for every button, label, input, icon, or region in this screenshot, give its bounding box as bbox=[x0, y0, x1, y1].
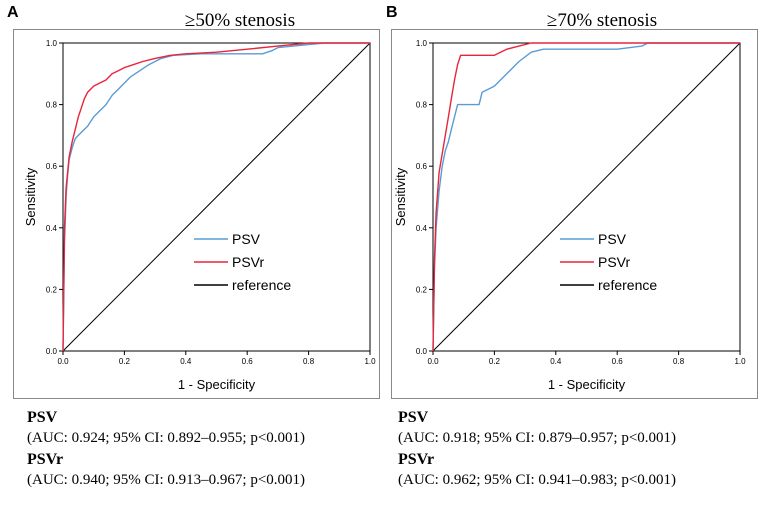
panel-b-series-psvr bbox=[432, 42, 740, 352]
panel-a-y-tick-label: 0.8 bbox=[46, 101, 58, 110]
panel-a-y-tick-label: 0.2 bbox=[46, 285, 58, 294]
panel-b-series-reference bbox=[432, 42, 741, 352]
panel-a-x-tick-label: 0.6 bbox=[242, 357, 254, 366]
panel-b-psvr-stats: (AUC: 0.962; 95% CI: 0.941–0.983; p<0.00… bbox=[398, 472, 677, 488]
panel-b-y-tick-label: 0.8 bbox=[416, 101, 428, 110]
panel-b-y-tick-label: 1.0 bbox=[416, 39, 428, 48]
panel-b-series-psv bbox=[432, 42, 740, 352]
panel-b-title: ≥70% stenosis bbox=[546, 10, 658, 31]
panel-b-letter: B bbox=[386, 4, 398, 21]
panel-b-y-axis-label: Sensitivity bbox=[393, 167, 408, 226]
panel-b-y-tick-label: 0.4 bbox=[416, 224, 428, 233]
panel-b-y-tick-label: 0.6 bbox=[416, 162, 428, 171]
panel-a-y-tick-label: 1.0 bbox=[46, 39, 58, 48]
panel-b-x-tick-label: 0.8 bbox=[673, 357, 685, 366]
panel-b-x-axis-label: 1 - Specificity bbox=[548, 377, 626, 392]
panel-a-x-tick-label: 0.8 bbox=[303, 357, 315, 366]
panel-a-psvr-label: PSVr bbox=[27, 451, 64, 468]
panel-a-legend-label-reference: reference bbox=[232, 277, 291, 293]
panel-a-psv-stats: (AUC: 0.924; 95% CI: 0.892–0.955; p<0.00… bbox=[27, 430, 306, 446]
panel-a-x-tick-label: 0.2 bbox=[119, 357, 131, 366]
panel-a-y-tick-label: 0.4 bbox=[46, 224, 58, 233]
panel-a-x-tick-label: 1.0 bbox=[364, 357, 376, 366]
panel-b-y-tick-label: 0.0 bbox=[416, 347, 428, 356]
panel-b-x-tick-label: 0.6 bbox=[612, 357, 624, 366]
panel-b-psv-label: PSV bbox=[398, 409, 429, 426]
panel-b-y-tick-label: 0.2 bbox=[416, 285, 428, 294]
panel-a-y-tick-label: 0.6 bbox=[46, 162, 58, 171]
panel-a-series-psvr bbox=[62, 42, 370, 352]
panel-b-legend-label-psv: PSV bbox=[598, 231, 627, 247]
panel-b-stats: PSV (AUC: 0.918; 95% CI: 0.879–0.957; p<… bbox=[398, 407, 676, 491]
panel-a-x-tick-label: 0.4 bbox=[180, 357, 192, 366]
panel-a-y-axis-label: Sensitivity bbox=[23, 167, 38, 226]
panel-a-y-tick-label: 0.0 bbox=[46, 347, 58, 356]
panel-a-legend-label-psvr: PSVr bbox=[232, 254, 264, 270]
panel-a-series-psv bbox=[62, 42, 370, 352]
panel-a-legend-label-psv: PSV bbox=[232, 231, 261, 247]
panel-a-letter: A bbox=[7, 4, 19, 21]
panel-b-x-tick-label: 0.4 bbox=[550, 357, 562, 366]
panel-b-x-tick-label: 0.2 bbox=[489, 357, 501, 366]
panel-a-series-reference bbox=[62, 42, 371, 352]
panel-a-chart-frame bbox=[13, 29, 380, 399]
panel-a-stats: PSV (AUC: 0.924; 95% CI: 0.892–0.955; p<… bbox=[27, 407, 305, 491]
panel-b-x-tick-label: 1.0 bbox=[734, 357, 746, 366]
panel-a-x-tick-label: 0.0 bbox=[57, 357, 69, 366]
panel-a-psvr-stats: (AUC: 0.940; 95% CI: 0.913–0.967; p<0.00… bbox=[27, 472, 306, 488]
panel-a-plot-area bbox=[62, 42, 371, 352]
panel-b-legend-label-psvr: PSVr bbox=[598, 254, 630, 270]
panel-a-psv-label: PSV bbox=[27, 409, 58, 426]
panel-a-x-axis-label: 1 - Specificity bbox=[178, 377, 256, 392]
panel-b-legend-label-reference: reference bbox=[598, 277, 657, 293]
panel-a-title: ≥50% stenosis bbox=[184, 10, 296, 31]
panel-b-x-tick-label: 0.0 bbox=[427, 357, 439, 366]
panel-b-psv-stats: (AUC: 0.918; 95% CI: 0.879–0.957; p<0.00… bbox=[398, 430, 677, 446]
panel-b-psvr-label: PSVr bbox=[398, 451, 435, 468]
